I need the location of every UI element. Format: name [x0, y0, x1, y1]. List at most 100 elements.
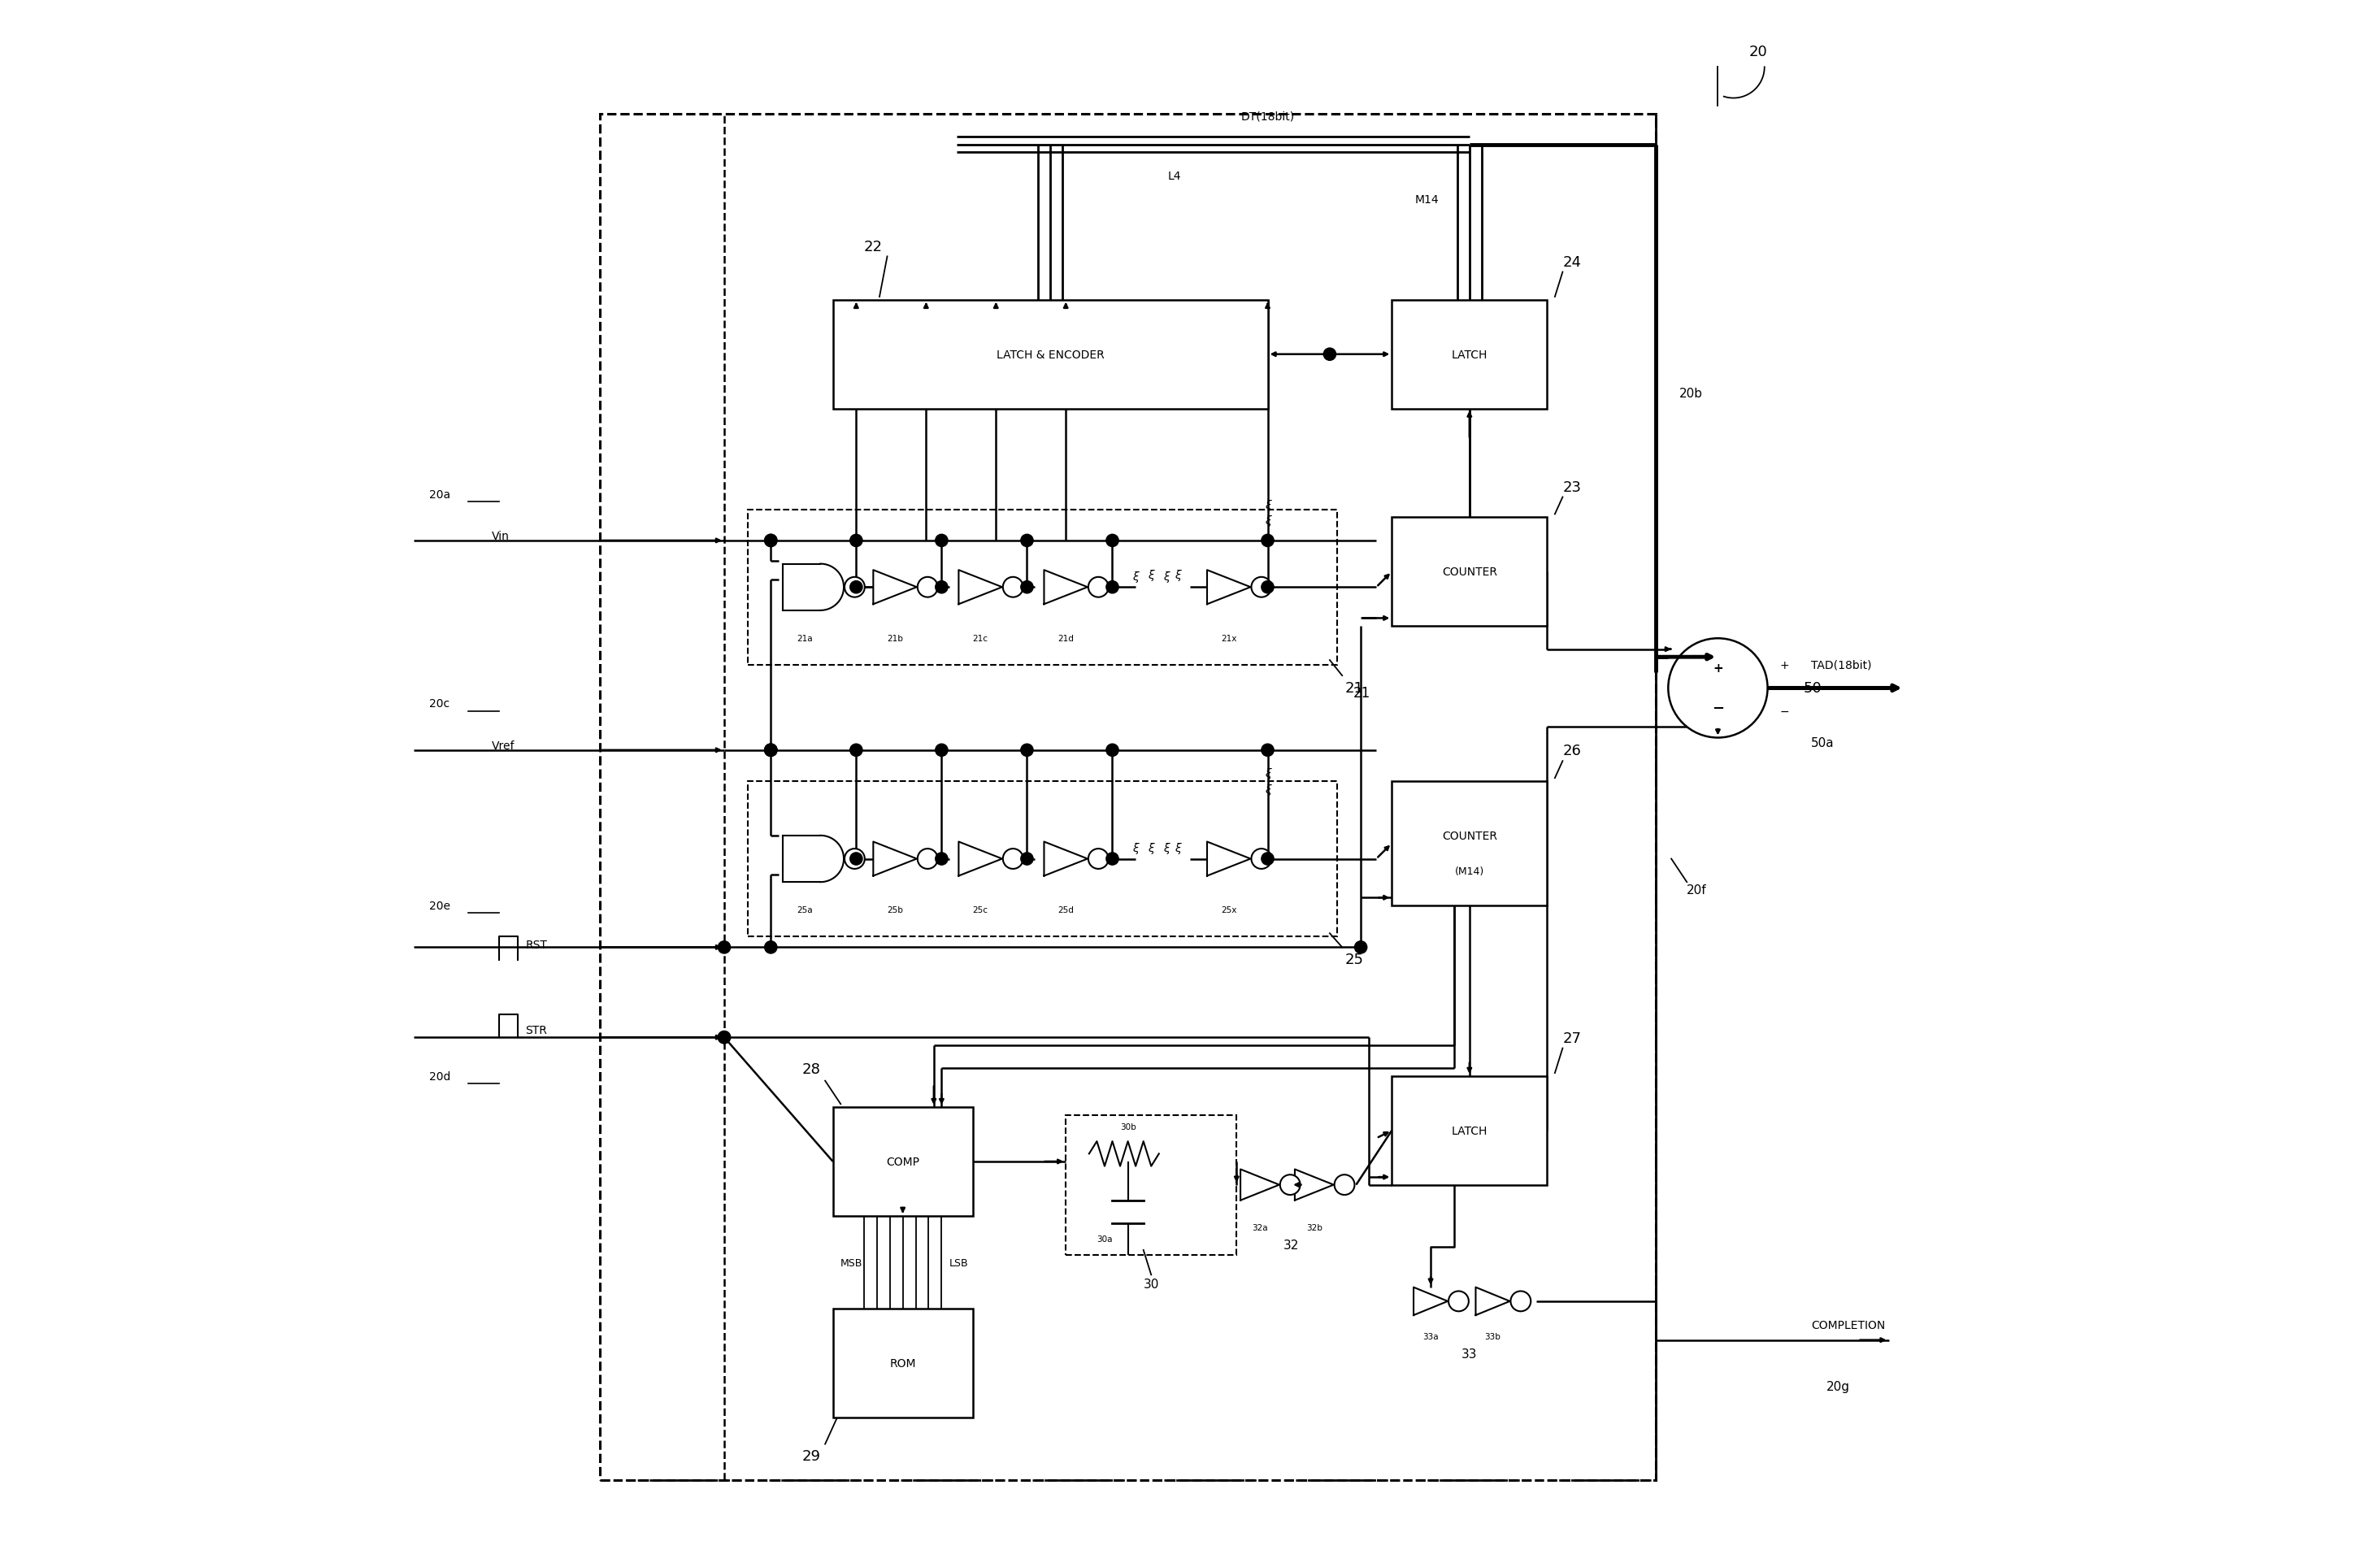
Circle shape — [1511, 1291, 1530, 1311]
Circle shape — [719, 1032, 731, 1044]
Text: 20a: 20a — [428, 489, 450, 500]
Circle shape — [1449, 1291, 1468, 1311]
Text: ξ: ξ — [1173, 569, 1180, 581]
Text: 21d: 21d — [1057, 635, 1073, 642]
Text: ξ: ξ — [1147, 569, 1154, 581]
Text: Vin: Vin — [490, 531, 509, 542]
Text: 50a: 50a — [1811, 736, 1835, 749]
Text: LATCH: LATCH — [1452, 1125, 1488, 1136]
Circle shape — [845, 577, 864, 597]
Circle shape — [1002, 849, 1023, 869]
Text: ξ: ξ — [1147, 842, 1154, 853]
Text: 20b: 20b — [1678, 388, 1702, 400]
Bar — [600, 114, 1656, 1480]
Circle shape — [1252, 577, 1271, 597]
Text: ξ: ξ — [1173, 842, 1180, 853]
Circle shape — [935, 853, 947, 866]
Circle shape — [845, 849, 864, 869]
Circle shape — [1252, 849, 1271, 869]
Circle shape — [764, 744, 776, 756]
Text: 33: 33 — [1461, 1347, 1478, 1360]
Text: LSB: LSB — [950, 1257, 969, 1268]
Text: +: + — [1780, 660, 1790, 671]
Circle shape — [1261, 581, 1273, 594]
Text: 23: 23 — [1564, 480, 1580, 494]
Circle shape — [1021, 535, 1033, 547]
Circle shape — [1280, 1175, 1299, 1196]
Text: 28: 28 — [802, 1061, 821, 1077]
Text: 24: 24 — [1564, 255, 1580, 269]
Circle shape — [919, 577, 938, 597]
Circle shape — [1323, 349, 1335, 361]
Circle shape — [719, 941, 731, 953]
Circle shape — [1021, 853, 1033, 866]
Text: 30b: 30b — [1121, 1122, 1135, 1130]
Text: L4: L4 — [1169, 170, 1180, 181]
Circle shape — [764, 535, 776, 547]
Text: 32a: 32a — [1252, 1224, 1269, 1232]
Text: 20e: 20e — [428, 900, 450, 911]
Text: MSB: MSB — [840, 1257, 864, 1268]
Text: COMPLETION: COMPLETION — [1811, 1319, 1885, 1330]
Circle shape — [1354, 941, 1366, 953]
Text: 25c: 25c — [973, 905, 988, 914]
Text: COUNTER: COUNTER — [1442, 830, 1497, 841]
Text: 21a: 21a — [797, 635, 814, 642]
Text: 20: 20 — [1749, 45, 1768, 59]
Text: −: − — [1780, 706, 1790, 717]
Text: ξ: ξ — [1264, 500, 1271, 511]
Text: M14: M14 — [1416, 194, 1440, 205]
Text: Vref: Vref — [490, 741, 514, 752]
Circle shape — [764, 941, 776, 953]
Text: COMP: COMP — [885, 1157, 919, 1168]
Text: (M14): (M14) — [1454, 866, 1485, 877]
Circle shape — [1021, 744, 1033, 756]
Text: 30a: 30a — [1097, 1235, 1111, 1243]
Text: 30: 30 — [1142, 1279, 1159, 1289]
Text: 29: 29 — [802, 1449, 821, 1463]
Circle shape — [1107, 853, 1119, 866]
Circle shape — [850, 535, 862, 547]
Circle shape — [935, 581, 947, 594]
Bar — [747, 510, 1338, 666]
Text: 25a: 25a — [797, 905, 814, 914]
Text: 21c: 21c — [973, 635, 988, 642]
Text: ξ: ξ — [1164, 570, 1171, 583]
Text: ROM: ROM — [890, 1358, 916, 1369]
Bar — [833, 1107, 973, 1216]
Circle shape — [1002, 577, 1023, 597]
Text: ξ: ξ — [1264, 783, 1271, 796]
Text: 21x: 21x — [1221, 635, 1238, 642]
Text: 20d: 20d — [428, 1071, 450, 1082]
Text: +: + — [1714, 663, 1723, 674]
Text: ξ: ξ — [1133, 570, 1138, 583]
Text: 50: 50 — [1804, 681, 1821, 696]
Text: LATCH: LATCH — [1452, 349, 1488, 361]
Circle shape — [1668, 639, 1768, 738]
Text: 20f: 20f — [1687, 885, 1706, 896]
Text: 26: 26 — [1564, 744, 1580, 758]
Circle shape — [764, 535, 776, 547]
Circle shape — [935, 744, 947, 756]
Circle shape — [719, 1032, 731, 1044]
Text: DT(18bit): DT(18bit) — [1240, 111, 1295, 122]
Text: 20c: 20c — [428, 699, 450, 710]
Bar — [1392, 782, 1547, 905]
Bar — [833, 1310, 973, 1418]
Circle shape — [1335, 1175, 1354, 1196]
Bar — [833, 300, 1269, 410]
Bar — [1392, 517, 1547, 627]
Circle shape — [850, 853, 862, 866]
Bar — [1392, 300, 1547, 410]
Text: 21: 21 — [1352, 685, 1371, 700]
Text: 33a: 33a — [1423, 1332, 1438, 1341]
Text: STR: STR — [526, 1024, 547, 1035]
Text: 20g: 20g — [1825, 1380, 1849, 1393]
Circle shape — [919, 849, 938, 869]
Text: ξ: ξ — [1264, 767, 1271, 780]
Bar — [1392, 1077, 1547, 1185]
Text: ξ: ξ — [1264, 516, 1271, 527]
Text: 25d: 25d — [1057, 905, 1073, 914]
Bar — [747, 782, 1338, 936]
Text: COUNTER: COUNTER — [1442, 566, 1497, 578]
